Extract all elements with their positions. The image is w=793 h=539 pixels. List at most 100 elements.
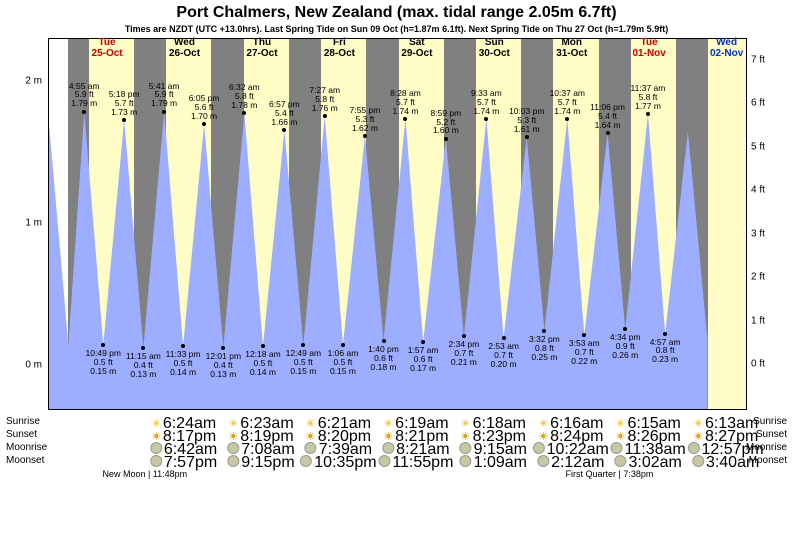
moonset-time: 9:15pm bbox=[241, 454, 294, 472]
tide-m: 0.15 m bbox=[86, 367, 121, 376]
day-date: 28-Oct bbox=[309, 48, 369, 59]
tide-label: 11:15 am0.4 ft0.13 m bbox=[126, 352, 161, 379]
tide-label: 2:34 pm0.7 ft0.21 m bbox=[449, 340, 480, 367]
tide-m: 1.78 m bbox=[229, 101, 260, 110]
tide-label: 9:33 am5.7 ft1.74 m bbox=[471, 89, 502, 116]
ytick-right: 4 ft bbox=[751, 185, 765, 196]
tide-label: 10:03 pm5.3 ft1.61 m bbox=[509, 107, 544, 134]
tide-m: 0.14 m bbox=[245, 368, 280, 377]
moon-phase-label: First Quarter | 7:38pm bbox=[566, 469, 654, 479]
tide-m: 1.79 m bbox=[69, 99, 100, 108]
chart-title: Port Chalmers, New Zealand (max. tidal r… bbox=[0, 0, 793, 22]
tide-m: 0.20 m bbox=[488, 360, 519, 369]
tide-label: 2:53 am0.7 ft0.20 m bbox=[488, 342, 519, 369]
tide-m: 1.70 m bbox=[189, 112, 220, 121]
day-header: Tue25-Oct bbox=[77, 37, 137, 59]
tide-marker bbox=[101, 343, 105, 347]
day-dow: Tue bbox=[77, 37, 137, 48]
moonset-icon bbox=[227, 454, 239, 472]
tide-label: 10:37 am5.7 ft1.74 m bbox=[550, 89, 585, 116]
tide-label: 4:34 pm0.9 ft0.26 m bbox=[610, 333, 641, 360]
tide-label: 6:32 am5.8 ft1.78 m bbox=[229, 83, 260, 110]
tide-marker bbox=[606, 131, 610, 135]
ytick-right: 2 ft bbox=[751, 272, 765, 283]
tide-m: 0.23 m bbox=[650, 355, 681, 364]
ytick-right: 3 ft bbox=[751, 228, 765, 239]
day-dow: Mon bbox=[542, 37, 602, 48]
day-date: 27-Oct bbox=[232, 48, 292, 59]
tide-label: 11:33 pm0.5 ft0.14 m bbox=[166, 350, 201, 377]
astro-item-moonset: 1:09am bbox=[460, 454, 527, 472]
astro-item-moonset: 3:40am bbox=[692, 454, 759, 472]
tide-label: 5:41 am5.9 ft1.79 m bbox=[149, 82, 180, 109]
day-header: Fri28-Oct bbox=[309, 37, 369, 59]
chart-subtitle: Times are NZDT (UTC +13.0hrs). Last Spri… bbox=[0, 22, 793, 36]
astro-row-label: Moonrise bbox=[6, 441, 47, 454]
astro-row-label: Moonset bbox=[6, 454, 47, 467]
tide-m: 0.13 m bbox=[126, 370, 161, 379]
tide-label: 7:55 pm5.3 ft1.62 m bbox=[350, 106, 381, 133]
tide-marker bbox=[502, 336, 506, 340]
plot-area: Tue25-OctWed26-OctThu27-OctFri28-OctSat2… bbox=[48, 38, 747, 410]
ytick-right: 1 ft bbox=[751, 315, 765, 326]
tide-m: 1.60 m bbox=[430, 126, 461, 135]
day-header: Sat29-Oct bbox=[387, 37, 447, 59]
tide-label: 12:01 pm0.4 ft0.13 m bbox=[206, 352, 241, 379]
astro-row-label: Sunrise bbox=[6, 415, 47, 428]
tide-label: 1:40 pm0.6 ft0.18 m bbox=[368, 345, 399, 372]
day-date: 25-Oct bbox=[77, 48, 137, 59]
tide-marker bbox=[202, 122, 206, 126]
tide-label: 10:49 pm0.5 ft0.15 m bbox=[86, 349, 121, 376]
tide-label: 1:06 am0.5 ft0.15 m bbox=[328, 349, 359, 376]
tide-marker bbox=[323, 114, 327, 118]
tide-label: 12:49 am0.5 ft0.15 m bbox=[286, 349, 321, 376]
tide-label: 3:32 pm0.8 ft0.25 m bbox=[529, 335, 560, 362]
day-dow: Fri bbox=[309, 37, 369, 48]
astro-item-moonset: 10:35pm bbox=[300, 454, 376, 472]
tide-marker bbox=[623, 327, 627, 331]
ytick-right: 7 ft bbox=[751, 54, 765, 65]
day-dow: Tue bbox=[619, 37, 679, 48]
tide-m: 0.26 m bbox=[610, 351, 641, 360]
tide-chart: Port Chalmers, New Zealand (max. tidal r… bbox=[0, 0, 793, 539]
ytick-left: 1 m bbox=[2, 218, 42, 229]
tide-m: 1.61 m bbox=[509, 125, 544, 134]
tide-marker bbox=[341, 343, 345, 347]
tide-marker bbox=[663, 332, 667, 336]
tide-marker bbox=[221, 346, 225, 350]
tide-m: 0.22 m bbox=[569, 357, 600, 366]
moonset-time: 1:09am bbox=[474, 454, 527, 472]
tide-m: 1.77 m bbox=[631, 102, 666, 111]
tide-marker bbox=[582, 333, 586, 337]
day-dow: Thu bbox=[232, 37, 292, 48]
moonset-time: 10:35pm bbox=[314, 454, 376, 472]
day-header: Sun30-Oct bbox=[464, 37, 524, 59]
ytick-right: 6 ft bbox=[751, 98, 765, 109]
tide-marker bbox=[542, 329, 546, 333]
moonset-icon bbox=[692, 454, 704, 472]
ytick-left: 0 m bbox=[2, 360, 42, 371]
tide-marker bbox=[301, 343, 305, 347]
tide-label: 4:55 am5.9 ft1.79 m bbox=[69, 82, 100, 109]
moonset-time: 11:55pm bbox=[392, 454, 453, 472]
tide-marker bbox=[141, 346, 145, 350]
tide-m: 1.79 m bbox=[149, 99, 180, 108]
tide-m: 1.62 m bbox=[350, 124, 381, 133]
ytick-left: 2 m bbox=[2, 75, 42, 86]
tide-label: 7:27 am5.8 ft1.76 m bbox=[309, 86, 340, 113]
day-date: 26-Oct bbox=[155, 48, 215, 59]
ytick-right: 5 ft bbox=[751, 141, 765, 152]
tide-label: 6:57 pm5.4 ft1.66 m bbox=[269, 100, 300, 127]
day-header: Tue01-Nov bbox=[619, 37, 679, 59]
tide-label: 3:53 am0.7 ft0.22 m bbox=[569, 339, 600, 366]
tide-m: 0.17 m bbox=[408, 364, 439, 373]
tide-m: 0.21 m bbox=[449, 358, 480, 367]
moonset-icon bbox=[378, 454, 390, 472]
tide-label: 11:06 pm5.4 ft1.64 m bbox=[590, 103, 625, 130]
tide-m: 0.15 m bbox=[286, 367, 321, 376]
day-date: 29-Oct bbox=[387, 48, 447, 59]
tide-marker bbox=[282, 128, 286, 132]
tide-m: 1.74 m bbox=[390, 107, 421, 116]
tide-label: 5:18 pm5.7 ft1.73 m bbox=[109, 90, 140, 117]
tide-marker bbox=[82, 110, 86, 114]
